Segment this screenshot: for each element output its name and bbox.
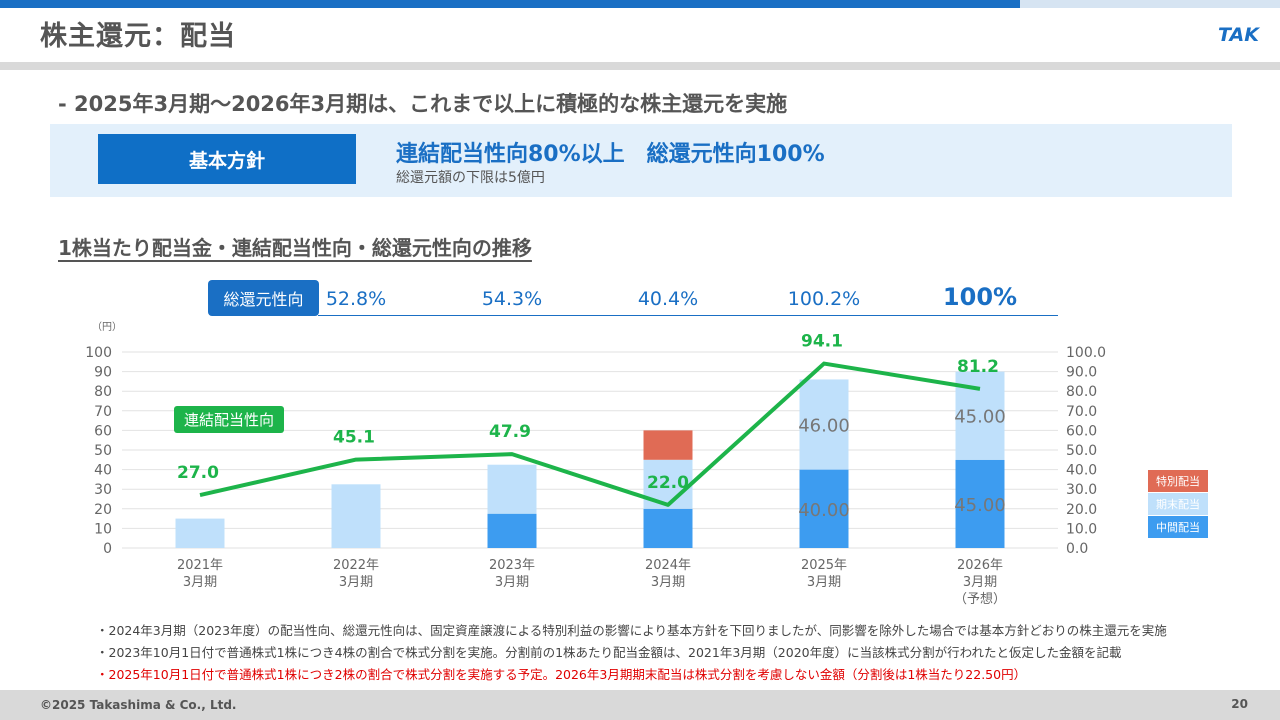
total-return-value: 100%: [942, 283, 1018, 311]
y-tick-label: 90: [94, 365, 112, 381]
y2-tick-label: 30.0: [1066, 482, 1097, 498]
legend-interim-label: 中間配当: [1156, 521, 1200, 534]
bar-segment-year-end: [799, 379, 849, 470]
y-tick-label: 100: [85, 345, 112, 361]
legend-year-end-label: 期末配当: [1156, 498, 1200, 511]
top-accent-bar-light: [1020, 0, 1280, 8]
x-tick-label: 2023年: [489, 558, 535, 573]
bar-segment-interim: [643, 508, 693, 548]
y-tick-label: 80: [94, 384, 112, 400]
y2-tick-label: 0.0: [1066, 541, 1088, 557]
line-value-label: 22.0: [647, 473, 689, 493]
y-tick-label: 10: [94, 521, 112, 537]
svg-text:TAK: TAK: [1218, 24, 1260, 46]
bar-value-label: 46.00: [798, 416, 850, 437]
note-3: ・2025年10月1日付で普通株式1株につき2株の割合で株式分割を実施する予定。…: [96, 667, 1027, 682]
bar-value-label: 40.00: [798, 500, 850, 521]
dividend-chart: 0 0.0 10 10.0 20 20.0 30 30.0 40 40.0 50 50.0 60 60.0…: [85, 321, 1106, 607]
x-tick-label: 3月期: [183, 575, 217, 590]
line-value-label: 27.0: [177, 463, 219, 483]
y-tick-label: 70: [94, 404, 112, 420]
x-tick-label: 2024年: [645, 558, 691, 573]
payout-ratio-line: [199, 361, 981, 507]
x-tick-label: （予想）: [954, 591, 1006, 607]
y2-tick-label: 100.0: [1066, 345, 1106, 361]
y-tick-label: 20: [94, 502, 112, 518]
line-value-label: 47.9: [489, 422, 531, 442]
page-number: 20: [1231, 697, 1248, 711]
x-tick-label: 3月期: [807, 575, 841, 590]
y-tick-label: 60: [94, 423, 112, 439]
x-tick-label: 2021年: [177, 558, 223, 573]
note-1: ・2024年3月期（2023年度）の配当性向、総還元性向は、固定資産譲渡による特…: [96, 623, 1167, 638]
y2-tick-label: 70.0: [1066, 404, 1097, 420]
legend-year-end: 期末配当: [1148, 493, 1208, 515]
y2-tick-label: 10.0: [1066, 521, 1097, 537]
x-tick-label: 3月期: [495, 575, 529, 590]
footer: ©2025 Takashima & Co., Ltd. 20: [0, 690, 1280, 720]
title-divider: [0, 62, 1280, 70]
y2-tick-label: 90.0: [1066, 365, 1097, 381]
y2-tick-label: 80.0: [1066, 384, 1097, 400]
line-value-label: 94.1: [801, 332, 843, 352]
bar-segment-year-end: [331, 484, 381, 548]
bar-value-label: 45.00: [954, 495, 1006, 516]
total-return-label: 総還元性向: [208, 280, 319, 316]
y2-tick-label: 50.0: [1066, 443, 1097, 459]
bar-segment-interim: [955, 459, 1005, 548]
line-series-label: 連結配当性向: [184, 411, 274, 429]
bar-segment-year-end: [175, 518, 225, 548]
top-accent-bar: [0, 0, 1280, 8]
y-unit-label: （円）: [92, 321, 122, 333]
legend-special: 特別配当: [1148, 470, 1208, 492]
x-tick-label: 2026年: [957, 558, 1003, 573]
notes: ・2024年3月期（2023年度）の配当性向、総還元性向は、固定資産譲渡による特…: [96, 620, 1167, 686]
policy-main-text: 連結配当性向80%以上 総還元性向100%: [396, 142, 825, 167]
section-title: 1株当たり配当金・連結配当性向・総還元性向の推移: [58, 236, 532, 260]
line-value-label: 81.2: [957, 357, 999, 377]
y-tick-label: 30: [94, 482, 112, 498]
policy-box: 基本方針 連結配当性向80%以上 総還元性向100% 総還元額の下限は5億円: [50, 124, 1232, 197]
subheading: - 2025年3月期～2026年3月期は、これまで以上に積極的な株主還元を実施: [58, 92, 788, 116]
total-return-rule: [318, 315, 1058, 316]
legend-special-label: 特別配当: [1156, 475, 1200, 488]
copyright: ©2025 Takashima & Co., Ltd.: [40, 698, 237, 712]
policy-sub-text: 総還元額の下限は5億円: [396, 170, 545, 186]
line-value-label: 45.1: [333, 428, 375, 448]
total-return-value: 40.4%: [637, 288, 699, 310]
x-tick-label: 2025年: [801, 558, 847, 573]
note-2: ・2023年10月1日付で普通株式1株につき4株の割合で株式分割を実施。分割前の…: [96, 645, 1122, 660]
total-return-value: 54.3%: [481, 288, 543, 310]
bar-segment-interim: [799, 469, 849, 548]
bar-segment-special: [643, 430, 693, 460]
line-series-badge: [174, 406, 284, 433]
y-tick-label: 40: [94, 463, 112, 479]
bar-segment-interim: [487, 513, 537, 548]
x-tick-label: 3月期: [339, 575, 373, 590]
y-tick-label: 50: [94, 443, 112, 459]
y2-tick-label: 40.0: [1066, 463, 1097, 479]
policy-label: 基本方針: [98, 134, 356, 184]
y-tick-label: 0: [103, 541, 112, 557]
page-title: 株主還元：配当: [40, 21, 236, 52]
x-tick-label: 3月期: [963, 575, 997, 590]
x-tick-label: 2022年: [333, 558, 379, 573]
y2-tick-label: 20.0: [1066, 502, 1097, 518]
legend-interim: 中間配当: [1148, 516, 1208, 538]
x-tick-label: 3月期: [651, 575, 685, 590]
total-return-value: 100.2%: [787, 288, 861, 310]
y2-tick-label: 60.0: [1066, 423, 1097, 439]
total-return-value: 52.8%: [325, 288, 387, 310]
bar-value-label: 45.00: [954, 407, 1006, 428]
company-logo: TAK: [1218, 24, 1260, 46]
bar-segment-year-end: [487, 464, 537, 514]
